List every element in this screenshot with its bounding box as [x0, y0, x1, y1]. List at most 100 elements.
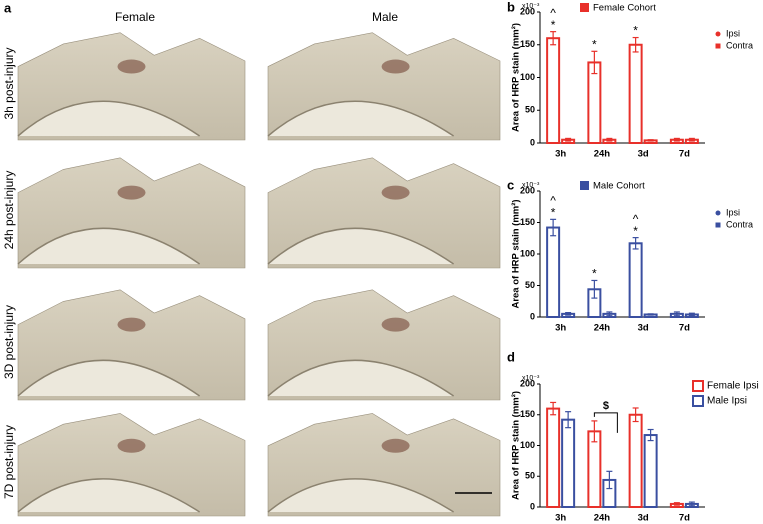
legend-label: Male Ipsi — [707, 396, 747, 407]
row-label: 24h post-injury — [2, 171, 16, 250]
significance-bracket — [593, 412, 618, 433]
error-bar — [647, 313, 654, 316]
y-tick-label: 200 — [520, 378, 535, 388]
bar — [628, 43, 643, 144]
x-tick-label: 3d — [638, 323, 649, 334]
column-label: Male — [372, 10, 398, 24]
y-axis-label: Area of HRP stain (mm²) — [511, 23, 522, 132]
hrp-stain — [117, 185, 146, 200]
y-tick-label: 50 — [525, 471, 535, 481]
annotation: * — [633, 224, 638, 238]
row-label: 3D post-injury — [2, 305, 16, 379]
scale-label: x10⁻³ — [522, 375, 540, 382]
y-tick-label: 0 — [530, 137, 535, 147]
bar — [546, 226, 561, 318]
y-tick-label: 50 — [525, 105, 535, 115]
hrp-stain — [381, 185, 410, 200]
y-tick-label: 150 — [520, 39, 535, 49]
column-label: Female — [115, 10, 155, 24]
y-axis-label: Area of HRP stain (mm²) — [511, 391, 522, 500]
tissue-layer — [17, 359, 201, 397]
error-bar — [688, 312, 695, 317]
legend-title-swatch — [580, 3, 589, 12]
error-bar — [591, 279, 598, 299]
annotation: ^ — [550, 6, 556, 20]
tissue-layer — [17, 100, 201, 137]
error-bar — [673, 137, 680, 142]
x-tick-label: 24h — [594, 149, 611, 160]
error-bar — [550, 401, 557, 416]
error-bar — [565, 311, 572, 316]
y-tick-label: 150 — [520, 217, 535, 227]
legend-label: Female Ipsi — [707, 381, 759, 392]
tissue-layer — [17, 478, 201, 513]
y-tick-label: 0 — [530, 501, 535, 511]
legend-title: Female Cohort — [593, 3, 656, 14]
x-tick-label: 7d — [679, 149, 690, 160]
y-tick-label: 200 — [520, 185, 535, 195]
annotation: * — [551, 18, 556, 32]
legend-marker — [715, 210, 721, 216]
annotation: * — [592, 37, 597, 51]
y-tick-label: 100 — [520, 248, 535, 258]
error-bar — [688, 137, 695, 142]
error-bar — [550, 218, 557, 237]
error-bar — [565, 137, 572, 142]
error-bar — [591, 420, 598, 443]
error-bar — [565, 411, 572, 429]
bar — [587, 61, 602, 145]
x-tick-label: 3d — [638, 149, 649, 160]
legend-marker — [715, 222, 721, 228]
y-tick-label: 150 — [520, 409, 535, 419]
tissue-layer — [267, 359, 455, 397]
x-tick-label: 24h — [594, 323, 611, 334]
legend-title-swatch — [580, 181, 589, 190]
annotation: * — [633, 24, 638, 38]
error-bar — [673, 502, 680, 506]
annotation: * — [592, 267, 597, 281]
legend-marker — [715, 43, 721, 49]
tissue-layer — [17, 227, 201, 265]
bar — [587, 430, 602, 509]
annotation: ^ — [633, 212, 639, 226]
scale-label: x10⁻³ — [522, 182, 540, 189]
error-bar — [647, 428, 654, 442]
x-tick-label: 7d — [679, 323, 690, 334]
y-tick-label: 50 — [525, 280, 535, 290]
bar — [628, 242, 643, 318]
legend-label: Contra — [726, 40, 753, 50]
legend-label: Contra — [726, 219, 753, 229]
hrp-stain — [117, 59, 146, 74]
panel-letter: b — [507, 0, 515, 14]
row-label: 3h post-injury — [2, 47, 16, 119]
bar — [628, 413, 643, 508]
hrp-stain — [117, 317, 146, 332]
y-axis-label: Area of HRP stain (mm²) — [511, 199, 522, 308]
x-tick-label: 3h — [555, 513, 566, 524]
tissue-layer — [267, 227, 455, 265]
panel-letter: d — [507, 349, 515, 364]
error-bar — [606, 311, 613, 317]
panel-letter: a — [4, 0, 12, 15]
error-bar — [673, 311, 680, 317]
bar — [643, 434, 658, 509]
x-tick-label: 24h — [594, 513, 611, 524]
hrp-stain — [381, 317, 410, 332]
x-tick-label: 3h — [555, 323, 566, 334]
y-tick-label: 200 — [520, 6, 535, 16]
legend-title: Male Cohort — [593, 181, 645, 192]
error-bar — [632, 36, 639, 53]
legend-swatch — [692, 395, 704, 407]
scale-label: x10⁻³ — [522, 3, 540, 10]
annotation: ^ — [550, 194, 556, 208]
tissue-layer — [267, 478, 455, 513]
y-tick-label: 0 — [530, 311, 535, 321]
micrographs — [17, 32, 501, 517]
error-bar — [632, 407, 639, 423]
error-bar — [647, 139, 654, 142]
error-bar — [591, 50, 598, 75]
error-bar — [550, 31, 557, 46]
legend-label: Ipsi — [726, 28, 740, 38]
annotation: * — [551, 206, 556, 220]
